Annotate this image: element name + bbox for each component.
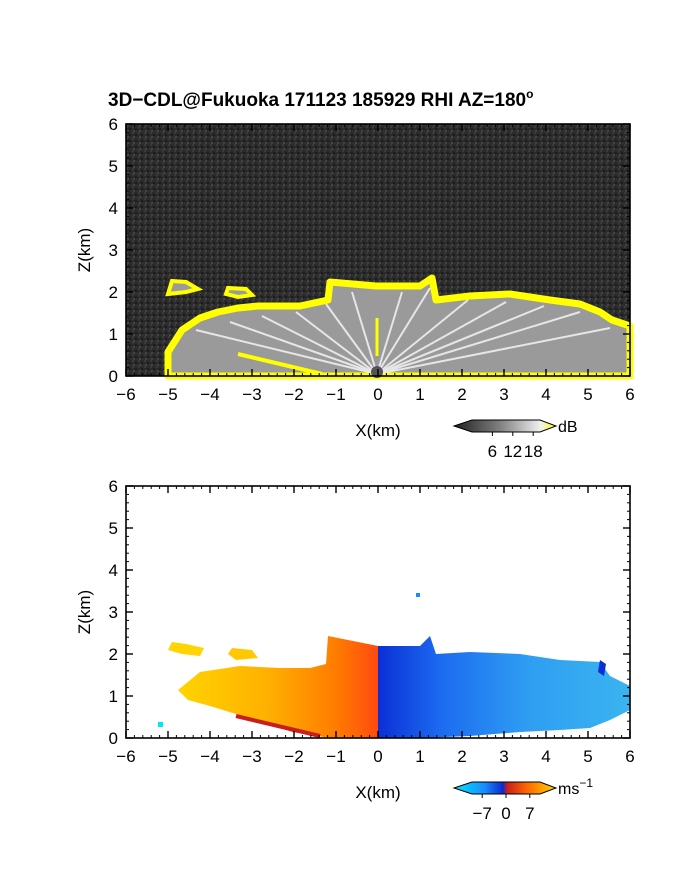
reflectivity-ray — [376, 327, 611, 375]
reflectivity-x-tick-label: 6 — [625, 385, 634, 404]
reflectivity-colorbar-tick-label: 18 — [524, 442, 543, 461]
velocity-x-tick-label: −6 — [116, 747, 135, 766]
reflectivity-colorbar-tick-label: 6 — [488, 442, 497, 461]
reflectivity-x-tick-label: 1 — [415, 385, 424, 404]
reflectivity-ray — [351, 291, 378, 375]
velocity-y-axis-label: Z(km) — [75, 590, 94, 634]
reflectivity-ray — [376, 301, 507, 375]
reflectivity-x-tick-label: 4 — [541, 385, 550, 404]
velocity-approaching-region — [178, 636, 378, 738]
reflectivity-x-tick-label: −3 — [242, 385, 261, 404]
reflectivity-ray — [325, 303, 378, 375]
reflectivity-x-tick-label: −5 — [158, 385, 177, 404]
reflectivity-x-tick-label: 2 — [457, 385, 466, 404]
reflectivity-colorbar-bar — [452, 419, 558, 433]
reflectivity-y-tick-label: 2 — [109, 283, 118, 302]
reflectivity-y-tick-label: 1 — [109, 325, 118, 344]
reflectivity-cell-left — [165, 278, 204, 297]
velocity-x-tick-label: −3 — [242, 747, 261, 766]
velocity-axes: −6 −5 −4 −3 −2 −1 0 1 2 3 4 5 6 0 1 2 3 4 5 6 X(km) Z(km) — [75, 477, 635, 802]
velocity-x-tick-label: 2 — [457, 747, 466, 766]
velocity-colorbar-ticks: −7 0 7 — [473, 794, 535, 823]
reflectivity-ray — [376, 299, 469, 375]
reflectivity-ground-clutter — [237, 352, 323, 376]
velocity-y-tick-label: 4 — [109, 561, 118, 580]
velocity-y-tick-label: 3 — [109, 603, 118, 622]
reflectivity-colorbar-unit: dB — [558, 419, 578, 436]
reflectivity-panel: −6 −5 −4 −3 −2 −1 0 1 2 3 4 5 6 0 1 2 3 4 5 6 X(km) Z(km) — [75, 115, 635, 440]
reflectivity-x-tick-label: 0 — [373, 385, 382, 404]
reflectivity-x-tick-label: 5 — [583, 385, 592, 404]
velocity-panel: −6 −5 −4 −3 −2 −1 0 1 2 3 4 5 6 0 1 2 3 4 5 6 X(km) Z(km) — [75, 477, 635, 802]
reflectivity-x-tick-label: 3 — [499, 385, 508, 404]
reflectivity-x-tick-label: −2 — [284, 385, 303, 404]
reflectivity-colorbar-ticks: 6 12 18 — [488, 432, 543, 461]
velocity-colorbar-tick-label: 7 — [525, 804, 534, 823]
velocity-x-tick-label: −2 — [284, 747, 303, 766]
reflectivity-y-tick-label: 0 — [109, 367, 118, 386]
chart-title: 3D−CDL@Fukuoka 171123 185929 RHI AZ=180o — [108, 87, 533, 111]
velocity-y-tick-label: 0 — [109, 729, 118, 748]
velocity-x-tick-label: −5 — [158, 747, 177, 766]
velocity-x-axis-label: X(km) — [355, 783, 400, 802]
reflectivity-y-tick-label: 4 — [109, 199, 118, 218]
velocity-x-tick-label: −4 — [200, 747, 219, 766]
velocity-colorbar-bar — [452, 781, 558, 795]
reflectivity-cell-mid — [223, 285, 257, 300]
velocity-x-tick-label: 4 — [541, 747, 550, 766]
velocity-y-tick-label: 5 — [109, 519, 118, 538]
reflectivity-rays — [195, 287, 611, 375]
velocity-colorbar: ms−1 −7 0 7 — [452, 776, 593, 823]
reflectivity-ray — [229, 321, 378, 375]
velocity-speck-left — [158, 722, 163, 727]
velocity-colorbar-unit: ms−1 — [558, 776, 593, 798]
velocity-x-tick-label: 3 — [499, 747, 508, 766]
reflectivity-ray — [261, 315, 378, 375]
velocity-x-tick-label: 6 — [625, 747, 634, 766]
velocity-y-tick-label: 1 — [109, 687, 118, 706]
reflectivity-ray — [195, 329, 378, 375]
reflectivity-x-tick-label: −1 — [326, 385, 345, 404]
radar-site-marker — [371, 366, 383, 378]
velocity-x-tick-label: 0 — [373, 747, 382, 766]
reflectivity-colorbar: dB 6 12 18 — [452, 419, 578, 461]
velocity-ground-clutter — [235, 714, 321, 738]
velocity-colorbar-tick-label: 0 — [501, 804, 510, 823]
velocity-speck-top — [416, 593, 420, 597]
reflectivity-axes: −6 −5 −4 −3 −2 −1 0 1 2 3 4 5 6 0 1 2 3 4 5 6 X(km) Z(km) — [75, 115, 635, 440]
velocity-x-tick-label: −1 — [326, 747, 345, 766]
velocity-y-tick-label: 6 — [109, 477, 118, 496]
reflectivity-ray — [376, 291, 403, 375]
velocity-cell-mid — [228, 648, 258, 660]
reflectivity-ray — [295, 311, 378, 375]
reflectivity-x-tick-label: −6 — [116, 385, 135, 404]
reflectivity-y-tick-label: 6 — [109, 115, 118, 134]
reflectivity-y-axis-label: Z(km) — [75, 228, 94, 272]
reflectivity-x-axis-label: X(km) — [355, 421, 400, 440]
velocity-patch-right — [598, 660, 606, 676]
reflectivity-y-tick-label: 5 — [109, 157, 118, 176]
velocity-x-tick-label: 1 — [415, 747, 424, 766]
velocity-receding-region — [378, 636, 630, 738]
velocity-y-tick-label: 2 — [109, 645, 118, 664]
reflectivity-ray — [376, 287, 431, 375]
reflectivity-ray — [376, 311, 581, 375]
velocity-cell-left — [168, 642, 204, 656]
velocity-x-tick-label: 5 — [583, 747, 592, 766]
reflectivity-x-tick-label: −4 — [200, 385, 219, 404]
reflectivity-y-tick-label: 3 — [109, 241, 118, 260]
reflectivity-colorbar-tick-label: 12 — [503, 442, 522, 461]
reflectivity-ray — [376, 305, 545, 375]
velocity-colorbar-tick-label: −7 — [473, 804, 492, 823]
